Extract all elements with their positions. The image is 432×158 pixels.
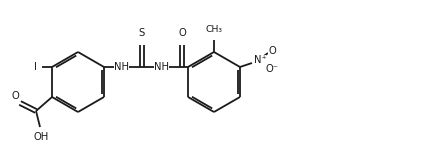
- Text: N⁺: N⁺: [254, 55, 267, 65]
- Text: I: I: [34, 62, 37, 72]
- Text: S: S: [139, 28, 145, 38]
- Text: O: O: [178, 28, 186, 38]
- Text: CH₃: CH₃: [206, 25, 222, 34]
- Text: O⁻: O⁻: [265, 64, 279, 74]
- Text: NH: NH: [114, 62, 130, 72]
- Text: O: O: [268, 46, 276, 56]
- Text: O: O: [11, 91, 19, 101]
- Text: NH: NH: [155, 62, 169, 72]
- Text: OH: OH: [33, 132, 49, 142]
